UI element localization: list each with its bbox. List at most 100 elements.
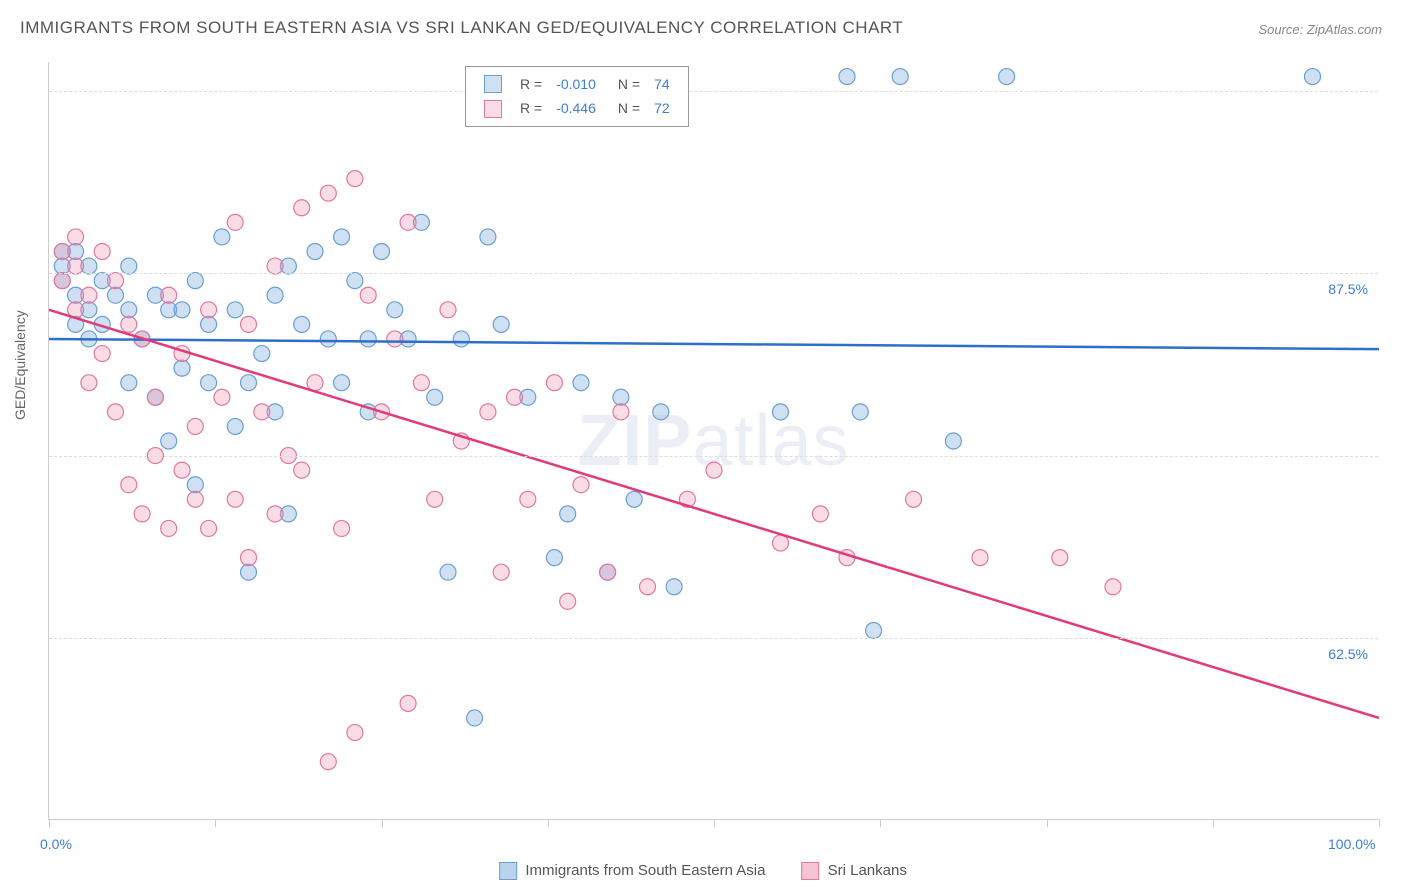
scatter-point (972, 550, 988, 566)
scatter-point (187, 477, 203, 493)
scatter-point (999, 69, 1015, 85)
scatter-point (108, 273, 124, 289)
scatter-point (161, 433, 177, 449)
scatter-point (334, 520, 350, 536)
legend-item: Sri Lankans (801, 862, 906, 880)
scatter-point (666, 579, 682, 595)
scatter-point (427, 389, 443, 405)
y-axis-label: GED/Equivalency (12, 310, 28, 420)
scatter-point (267, 506, 283, 522)
scatter-point (480, 404, 496, 420)
scatter-point (227, 214, 243, 230)
scatter-point (81, 287, 97, 303)
x-tick (1213, 819, 1214, 827)
scatter-point (453, 331, 469, 347)
scatter-point (254, 346, 270, 362)
scatter-point (493, 564, 509, 580)
scatter-point (307, 375, 323, 391)
chart-svg (49, 62, 1378, 819)
x-tick-label: 0.0% (40, 836, 72, 852)
x-tick (880, 819, 881, 827)
scatter-point (174, 360, 190, 376)
scatter-point (320, 185, 336, 201)
scatter-point (1052, 550, 1068, 566)
scatter-point (108, 287, 124, 303)
scatter-point (626, 491, 642, 507)
gridline (49, 456, 1378, 457)
scatter-point (334, 375, 350, 391)
scatter-point (254, 404, 270, 420)
scatter-point (640, 579, 656, 595)
y-tick-label: 62.5% (1328, 646, 1368, 662)
scatter-point (507, 389, 523, 405)
scatter-point (493, 316, 509, 332)
x-tick (49, 819, 50, 827)
scatter-point (81, 375, 97, 391)
scatter-point (227, 491, 243, 507)
gridline (49, 273, 1378, 274)
scatter-point (400, 214, 416, 230)
scatter-point (201, 375, 217, 391)
scatter-point (267, 287, 283, 303)
bottom-legend: Immigrants from South Eastern Asia Sri L… (481, 862, 925, 880)
scatter-point (573, 477, 589, 493)
x-tick (382, 819, 383, 827)
scatter-point (360, 287, 376, 303)
scatter-point (560, 593, 576, 609)
scatter-point (560, 506, 576, 522)
stats-row: R =-0.446N =72 (478, 97, 676, 119)
scatter-point (227, 418, 243, 434)
scatter-point (241, 564, 257, 580)
scatter-point (294, 462, 310, 478)
scatter-point (600, 564, 616, 580)
x-tick (1047, 819, 1048, 827)
scatter-point (520, 491, 536, 507)
scatter-point (945, 433, 961, 449)
scatter-point (440, 564, 456, 580)
scatter-point (413, 375, 429, 391)
scatter-point (54, 244, 70, 260)
scatter-point (121, 375, 137, 391)
scatter-point (892, 69, 908, 85)
scatter-point (294, 316, 310, 332)
x-tick-label: 100.0% (1328, 836, 1375, 852)
scatter-point (573, 375, 589, 391)
scatter-point (94, 244, 110, 260)
scatter-point (241, 550, 257, 566)
scatter-point (546, 375, 562, 391)
x-tick (1379, 819, 1380, 827)
trend-line (49, 339, 1379, 349)
scatter-point (613, 389, 629, 405)
scatter-point (147, 389, 163, 405)
scatter-point (653, 404, 669, 420)
scatter-point (812, 506, 828, 522)
scatter-point (121, 258, 137, 274)
scatter-point (68, 258, 84, 274)
scatter-point (347, 273, 363, 289)
scatter-point (1105, 579, 1121, 595)
scatter-point (387, 302, 403, 318)
scatter-point (320, 331, 336, 347)
scatter-point (174, 302, 190, 318)
scatter-point (121, 316, 137, 332)
scatter-point (294, 200, 310, 216)
trend-line (49, 310, 1379, 718)
scatter-point (227, 302, 243, 318)
scatter-point (161, 520, 177, 536)
scatter-point (347, 171, 363, 187)
y-tick-label: 87.5% (1328, 281, 1368, 297)
scatter-point (906, 491, 922, 507)
stats-table: R =-0.010N =74R =-0.446N =72 (476, 71, 678, 122)
scatter-point (214, 389, 230, 405)
scatter-point (241, 375, 257, 391)
x-tick (215, 819, 216, 827)
scatter-point (68, 229, 84, 245)
scatter-point (241, 316, 257, 332)
scatter-point (187, 418, 203, 434)
scatter-point (201, 302, 217, 318)
scatter-point (374, 244, 390, 260)
chart-title: IMMIGRANTS FROM SOUTH EASTERN ASIA VS SR… (20, 18, 903, 38)
scatter-point (866, 623, 882, 639)
scatter-point (334, 229, 350, 245)
scatter-point (613, 404, 629, 420)
